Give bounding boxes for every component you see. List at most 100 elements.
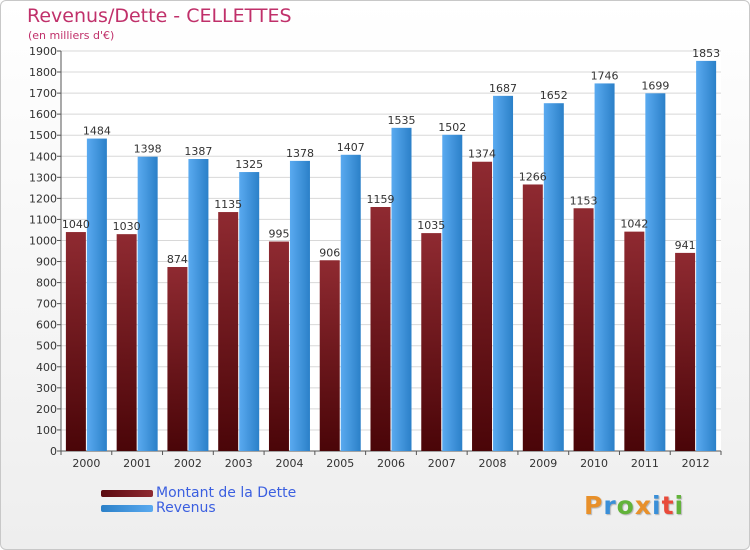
data-label-dette: 1153 (570, 194, 598, 207)
x-tick-label: 2005 (326, 457, 354, 470)
bar-dette (167, 267, 188, 451)
bar-revenus (543, 103, 564, 452)
x-tick-label: 2010 (580, 457, 608, 470)
data-label-revenus: 1387 (184, 145, 212, 158)
y-tick-label: 0 (50, 445, 57, 458)
bar-dette (421, 233, 442, 451)
x-tick-label: 2000 (72, 457, 100, 470)
data-label-dette: 1035 (417, 219, 445, 232)
y-tick-label: 1900 (29, 45, 57, 58)
bar-dette (116, 234, 137, 451)
y-tick-label: 1100 (29, 213, 57, 226)
data-label-dette: 995 (268, 228, 289, 241)
x-tick-label: 2001 (123, 457, 151, 470)
logo-letter: r (603, 491, 617, 520)
y-tick-label: 1500 (29, 129, 57, 142)
data-label-dette: 1040 (62, 218, 90, 231)
bar-revenus (137, 156, 158, 451)
legend: Montant de la Dette Revenus (101, 486, 296, 516)
y-tick-label: 900 (36, 256, 57, 269)
data-label-dette: 874 (167, 253, 188, 266)
y-tick-label: 1200 (29, 192, 57, 205)
y-tick-label: 400 (36, 361, 57, 374)
y-tick-label: 300 (36, 382, 57, 395)
data-label-revenus: 1407 (337, 141, 365, 154)
x-tick-label: 2008 (479, 457, 507, 470)
legend-swatch-revenus (101, 504, 153, 512)
data-label-dette: 941 (675, 239, 696, 252)
chart-title: Revenus/Dette - CELLETTES (27, 5, 292, 27)
y-tick-label: 1000 (29, 234, 57, 247)
data-label-revenus: 1746 (591, 69, 619, 82)
data-label-dette: 1266 (519, 170, 547, 183)
y-tick-label: 700 (36, 298, 57, 311)
y-tick-label: 800 (36, 277, 57, 290)
bar-revenus (239, 172, 260, 452)
bar-dette (370, 207, 391, 451)
plot-area (61, 51, 721, 451)
bar-revenus (594, 83, 615, 451)
bar-dette (218, 212, 239, 451)
logo-letter: P (584, 491, 604, 520)
data-label-revenus: 1652 (540, 89, 568, 102)
bar-revenus (645, 93, 666, 451)
x-tick-label: 2009 (529, 457, 557, 470)
bar-dette (268, 241, 289, 451)
bar-revenus (188, 159, 209, 451)
x-tick-label: 2006 (377, 457, 405, 470)
data-label-revenus: 1687 (489, 82, 517, 95)
bar-dette (675, 252, 696, 451)
data-label-revenus: 1378 (286, 147, 314, 160)
data-label-revenus: 1535 (388, 114, 416, 127)
y-tick-label: 1800 (29, 66, 57, 79)
bar-dette (472, 161, 493, 451)
bar-dette (624, 231, 645, 451)
logo-letter: t (661, 491, 675, 520)
legend-swatch-dette (101, 489, 153, 497)
bar-dette (522, 184, 543, 451)
bar-dette (65, 232, 86, 451)
legend-item-revenus: Revenus (101, 501, 296, 516)
y-tick-label: 100 (36, 424, 57, 437)
bar-dette (319, 260, 340, 451)
logo-letter: i (674, 491, 685, 520)
data-label-revenus: 1699 (641, 79, 669, 92)
bar-revenus (696, 60, 717, 451)
data-label-revenus: 1484 (83, 125, 111, 138)
data-label-dette: 1135 (214, 198, 242, 211)
data-label-dette: 1030 (113, 220, 141, 233)
bar-revenus (442, 134, 463, 451)
data-label-revenus: 1325 (235, 158, 263, 171)
data-label-dette: 1159 (367, 193, 395, 206)
grid-lines (61, 50, 721, 452)
x-tick-label: 2002 (174, 457, 202, 470)
y-tick-label: 1400 (29, 150, 57, 163)
legend-item-dette: Montant de la Dette (101, 486, 296, 501)
logo-letter: o (616, 491, 635, 520)
x-tick-label: 2012 (682, 457, 710, 470)
data-label-revenus: 1502 (438, 121, 466, 134)
bars (65, 60, 717, 452)
x-tick-label: 2007 (428, 457, 456, 470)
data-label-dette: 1042 (620, 218, 648, 231)
logo-letter: x (634, 491, 652, 520)
data-label-revenus: 1398 (134, 143, 162, 156)
x-tick-label: 2003 (225, 457, 253, 470)
bar-revenus (289, 160, 310, 452)
logo-letter: i (652, 491, 662, 520)
labels: 0 100 200 300 400 500 600 700 800 900 1000 1100 1200… (29, 45, 720, 470)
y-tick-label: 1600 (29, 108, 57, 121)
data-label-dette: 1374 (468, 148, 496, 161)
data-label-revenus: 1853 (692, 47, 720, 60)
legend-label-dette: Montant de la Dette (156, 485, 297, 501)
x-tick-label: 2011 (631, 457, 659, 470)
y-tick-label: 600 (36, 319, 57, 332)
y-tick-label: 1700 (29, 87, 57, 100)
legend-label-revenus: Revenus (156, 500, 216, 516)
bar-revenus (391, 127, 412, 451)
bar-revenus (493, 95, 514, 451)
y-tick-label: 1300 (29, 171, 57, 184)
x-tick-label: 2004 (275, 457, 303, 470)
